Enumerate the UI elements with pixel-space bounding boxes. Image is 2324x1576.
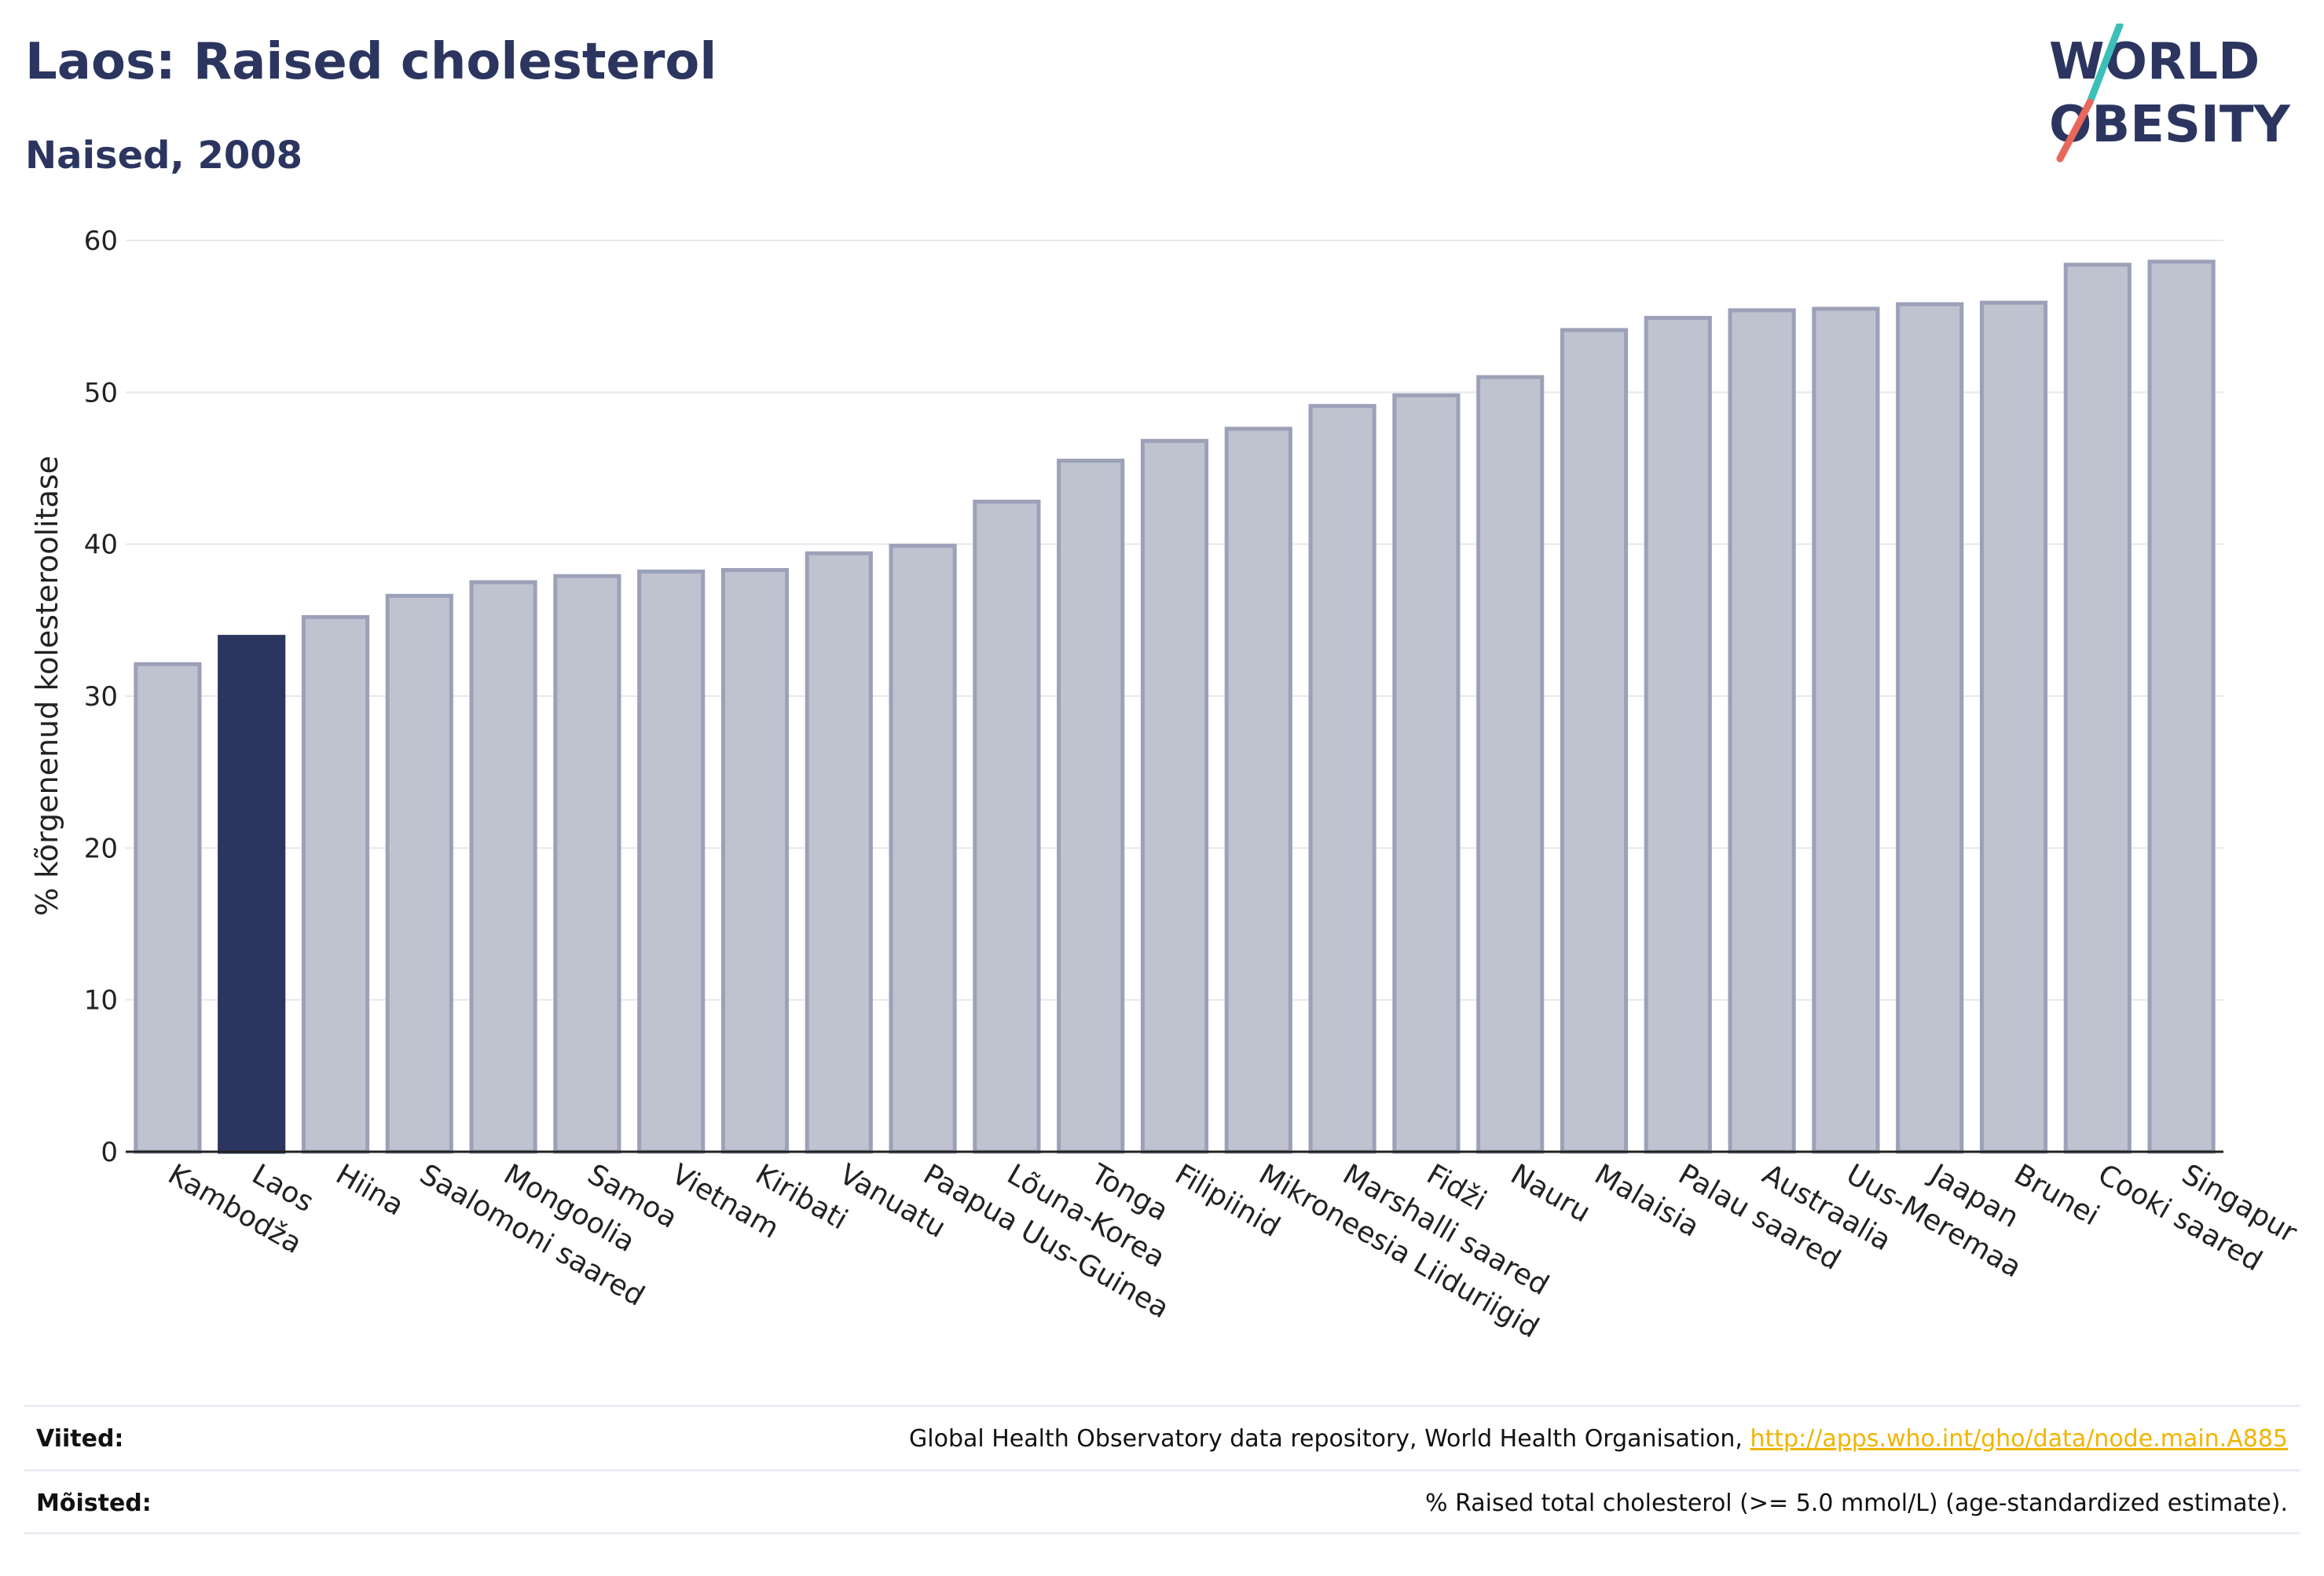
bars <box>134 259 2216 1154</box>
logo-line-1: WORLD <box>2049 33 2260 91</box>
y-tick-label: 60 <box>84 225 118 257</box>
bar-nauru <box>1476 375 1545 1154</box>
references-value: Global Health Observatory data repositor… <box>909 1425 2300 1453</box>
definitions-text: % Raised total cholesterol (>= 5.0 mmol/… <box>1425 1489 2288 1517</box>
y-axis-title: % kõrgenenud kolesteroolitase <box>30 456 64 916</box>
bar-vanuatu <box>805 551 873 1154</box>
x-tick-label: Hiina <box>331 1158 409 1222</box>
logo-slash-bottom <box>2056 98 2094 163</box>
bar-tonga <box>1057 458 1125 1154</box>
references-label: Viited: <box>36 1424 124 1453</box>
bar-laos <box>218 635 286 1154</box>
logo-slash-top <box>2086 24 2124 106</box>
y-tick-label: 10 <box>84 985 118 1017</box>
bar-kambodža <box>134 662 202 1154</box>
bar-marshalli-saared <box>1308 404 1376 1154</box>
bar-lõuna-korea <box>973 500 1041 1154</box>
y-tick-label: 50 <box>84 377 118 409</box>
y-tick-label: 30 <box>84 681 118 713</box>
world-obesity-logo: WORLD OBESITY <box>2049 24 2290 163</box>
definitions-label: Mõisted: <box>36 1489 152 1517</box>
bar-palau-saared <box>1644 316 1712 1154</box>
bar-austraalia <box>1728 308 1796 1154</box>
bar-mikroneesia-liiduriigid <box>1224 427 1292 1154</box>
y-tick-label: 20 <box>84 833 118 864</box>
bar-malaisia <box>1560 328 1629 1154</box>
y-tick-label: 40 <box>84 530 118 561</box>
bar-hiina <box>301 614 370 1154</box>
bar-fidži <box>1392 393 1461 1154</box>
bar-mongoolia <box>469 580 537 1154</box>
page-title: Laos: Raised cholesterol <box>25 33 717 91</box>
bar-uus-meremaa <box>1812 306 1880 1154</box>
bar-samoa <box>553 574 621 1154</box>
references-link[interactable]: http://apps.who.int/gho/data/node.main.A… <box>1750 1424 2288 1453</box>
footer-divider <box>24 1532 2300 1534</box>
bar-cooki-saared <box>2063 262 2132 1154</box>
bar-filipiinid <box>1140 438 1209 1154</box>
definitions-row: Mõisted: % Raised total cholesterol (>= … <box>24 1469 2300 1534</box>
y-tick-label: 0 <box>101 1137 118 1168</box>
x-tick-label: Nauru <box>1505 1158 1596 1229</box>
page-subtitle: Naised, 2008 <box>25 134 303 178</box>
bar-jaapan <box>1896 302 1964 1154</box>
bar-paapua-uus-guinea <box>889 544 957 1154</box>
x-tick-label: Brunei <box>2009 1158 2105 1232</box>
bar-brunei <box>1979 300 2048 1154</box>
bar-kiribati <box>720 568 790 1154</box>
references-row: Viited: Global Health Observatory data r… <box>24 1405 2300 1470</box>
bar-saalomoni-saared <box>385 593 453 1154</box>
bar-vietnam <box>637 569 706 1154</box>
references-text: Global Health Observatory data repositor… <box>909 1424 1750 1453</box>
bar-singapur <box>2147 259 2216 1154</box>
